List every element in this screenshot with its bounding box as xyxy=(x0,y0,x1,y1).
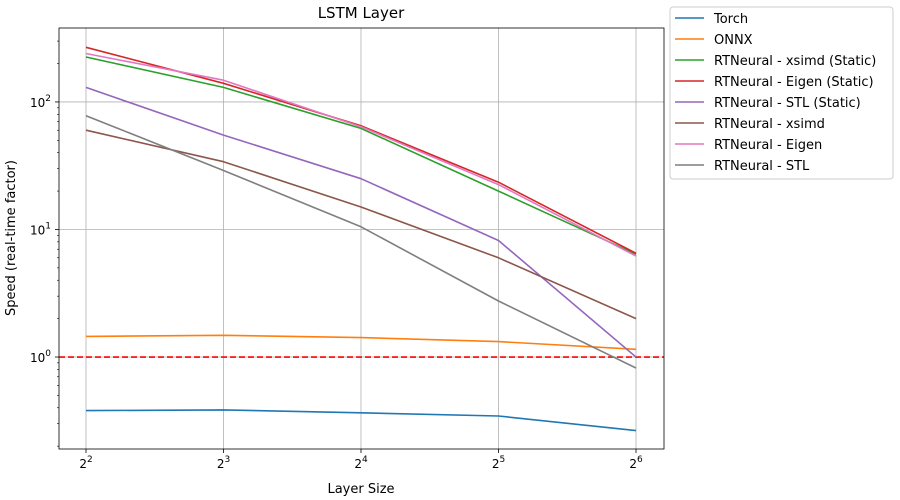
x-tick-label: 25 xyxy=(492,455,505,471)
series-line-rtneural-eigen xyxy=(85,52,637,257)
x-tick-label: 23 xyxy=(217,455,230,471)
series-line-torch xyxy=(85,409,637,432)
series-line-rtneural-stl xyxy=(85,114,637,369)
legend-label-onnx: ONNX xyxy=(714,33,753,48)
legend-label-rtneural-stl-static: RTNeural - STL (Static) xyxy=(714,96,861,111)
legend-label-rtneural-xsimd: RTNeural - xsimd xyxy=(714,117,825,132)
y-tick-label: 100 xyxy=(30,349,51,365)
series-line-rtneural-stl-static xyxy=(85,86,637,358)
series-line-rtneural-xsimd-static xyxy=(85,56,637,255)
grid-lines xyxy=(59,28,664,449)
legend-label-rtneural-eigen: RTNeural - Eigen xyxy=(714,138,822,153)
legend-label-torch: Torch xyxy=(713,12,748,27)
legend-box xyxy=(669,6,894,180)
x-tick-label: 24 xyxy=(354,455,368,471)
x-tick-label: 22 xyxy=(79,455,92,471)
chart-title: LSTM Layer xyxy=(318,4,405,22)
series-line-rtneural-xsimd xyxy=(85,129,637,320)
legend-label-rtneural-stl: RTNeural - STL xyxy=(714,159,810,174)
plot-area-frame xyxy=(58,27,665,450)
legend-label-rtneural-xsimd-static: RTNeural - xsimd (Static) xyxy=(714,54,876,69)
axis-ticks: 22 23 24 25 26 100 101 102 xyxy=(30,40,643,471)
series-lines xyxy=(85,46,637,432)
x-tick-label: 26 xyxy=(629,455,643,471)
x-axis-label: Layer Size xyxy=(327,482,394,497)
y-tick-label: 101 xyxy=(30,221,51,237)
series-line-onnx xyxy=(85,334,637,351)
legend: Torch ONNX RTNeural - xsimd (Static) RTNeur… xyxy=(669,6,894,180)
y-axis-label: Speed (real-time factor) xyxy=(4,160,19,316)
legend-label-rtneural-eigen-static: RTNeural - Eigen (Static) xyxy=(714,75,874,90)
y-tick-label: 102 xyxy=(30,94,51,110)
